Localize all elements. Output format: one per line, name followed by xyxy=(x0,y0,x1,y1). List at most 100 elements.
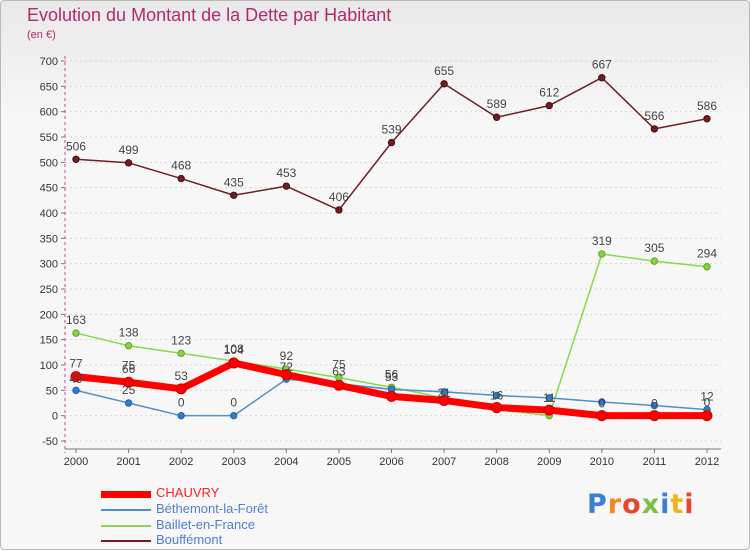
data-point xyxy=(650,257,659,265)
data-point xyxy=(72,329,80,337)
x-tick-label: 2000 xyxy=(64,456,88,468)
data-point xyxy=(280,369,292,381)
x-tick-label: 2002 xyxy=(169,456,193,468)
data-label: 75 xyxy=(122,359,136,373)
data-label: 12 xyxy=(700,390,714,404)
legend-label: CHAUVRY xyxy=(156,485,220,500)
data-label: 589 xyxy=(487,97,507,111)
x-tick-label: 2003 xyxy=(222,456,246,468)
data-label: 25 xyxy=(122,383,136,397)
logo-letter: x xyxy=(641,489,661,520)
data-label: 63 xyxy=(332,365,346,379)
y-tick-label: 350 xyxy=(40,233,58,245)
data-point xyxy=(386,390,397,402)
y-tick-label: 0 xyxy=(52,411,58,423)
data-point xyxy=(72,386,80,395)
y-tick-label: 600 xyxy=(40,107,58,119)
chart-unit-label: (en €) xyxy=(27,29,56,41)
data-label: 138 xyxy=(119,326,139,340)
data-label: 0 xyxy=(178,396,185,410)
data-label: 406 xyxy=(329,190,349,204)
data-point xyxy=(335,206,343,214)
data-point xyxy=(650,401,659,410)
data-label: 655 xyxy=(434,64,454,78)
data-point xyxy=(124,399,133,407)
y-tick-label: 450 xyxy=(40,183,58,195)
data-label: 123 xyxy=(171,333,191,347)
legend-swatch xyxy=(101,509,151,511)
x-tick-label: 2007 xyxy=(432,456,456,468)
data-point xyxy=(124,342,133,350)
data-label: 56 xyxy=(385,367,399,381)
data-point xyxy=(228,357,240,369)
data-point xyxy=(543,404,555,416)
data-label: 92 xyxy=(280,349,294,363)
data-label: 75 xyxy=(332,358,346,372)
data-point xyxy=(491,402,503,414)
data-label: 53 xyxy=(174,369,188,383)
y-tick-label: 200 xyxy=(40,309,58,321)
data-point xyxy=(333,379,345,391)
data-point xyxy=(175,383,187,395)
data-point xyxy=(703,115,711,123)
data-point xyxy=(72,155,80,163)
y-tick-label: 500 xyxy=(40,157,58,169)
y-tick-label: 100 xyxy=(40,360,58,372)
y-tick-label: 300 xyxy=(40,259,58,271)
data-label: 586 xyxy=(697,99,717,113)
data-point xyxy=(438,394,450,406)
data-label: 49 xyxy=(69,372,83,386)
data-label: 53 xyxy=(385,370,399,384)
y-tick-label: -50 xyxy=(42,436,58,448)
logo-letter: P xyxy=(587,489,608,520)
y-tick-label: 700 xyxy=(40,56,58,68)
data-point xyxy=(545,394,553,402)
data-point xyxy=(124,159,133,167)
data-label: 506 xyxy=(66,139,86,153)
data-point xyxy=(440,80,448,88)
data-label: 468 xyxy=(171,159,191,173)
data-label: 104 xyxy=(224,343,244,357)
y-tick-label: 550 xyxy=(40,132,58,144)
legend-label: Bouffémont xyxy=(156,532,223,547)
data-point xyxy=(492,113,501,121)
data-label: 0 xyxy=(230,396,237,410)
data-label: 108 xyxy=(224,342,244,356)
data-label: 319 xyxy=(592,234,612,248)
chart-title: Evolution du Montant de la Dette par Hab… xyxy=(27,5,392,25)
data-label: 539 xyxy=(381,123,401,137)
data-point xyxy=(650,125,659,133)
x-tick-label: 2005 xyxy=(327,456,351,468)
data-label: 499 xyxy=(119,143,139,157)
x-tick-label: 2001 xyxy=(116,456,140,468)
data-label: 21 xyxy=(437,386,451,400)
data-point xyxy=(282,182,291,190)
legend-label: Béthemont-la-Forêt xyxy=(156,501,268,516)
x-tick-label: 2006 xyxy=(379,456,403,468)
data-label: 0 xyxy=(651,397,658,411)
data-point xyxy=(70,371,82,383)
data-label: 453 xyxy=(276,166,296,180)
data-label: 0 xyxy=(704,396,711,410)
y-tick-label: 150 xyxy=(40,335,58,347)
data-point xyxy=(177,174,185,183)
logo-letter: r xyxy=(607,489,623,520)
x-tick-label: 2004 xyxy=(274,456,298,468)
data-point xyxy=(596,410,608,422)
proxiti-logo: Proxiti xyxy=(587,489,695,520)
y-tick-label: 50 xyxy=(46,385,58,397)
data-label: 77 xyxy=(69,357,83,371)
x-tick-label: 2008 xyxy=(484,456,508,468)
legend-swatch xyxy=(101,490,151,498)
data-point xyxy=(177,411,185,420)
data-label: 294 xyxy=(697,247,717,261)
data-point xyxy=(230,411,238,420)
y-tick-label: 400 xyxy=(40,208,58,220)
data-point xyxy=(123,376,135,388)
x-tick-label: 2012 xyxy=(695,456,719,468)
data-label: 11 xyxy=(543,391,556,405)
data-point xyxy=(598,250,606,258)
data-label: 435 xyxy=(224,175,244,189)
data-label: 163 xyxy=(66,313,86,327)
